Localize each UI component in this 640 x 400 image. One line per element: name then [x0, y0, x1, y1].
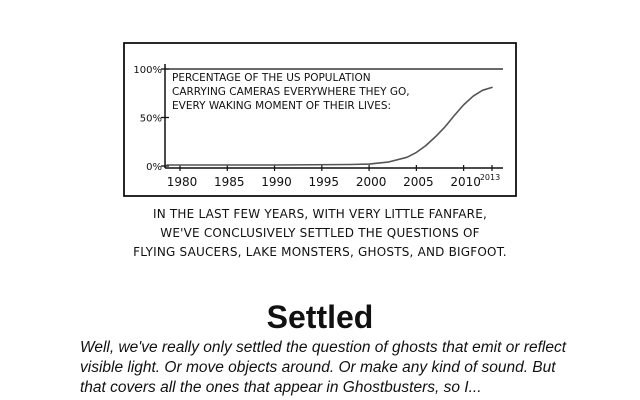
comic-caption: IN THE LAST FEW YEARS, WITH VERY LITTLE … — [120, 205, 520, 262]
y-tick-label: 0% — [146, 162, 162, 173]
x-tick-label: 2000 — [356, 175, 387, 189]
caption-line: FLYING SAUCERS, LAKE MONSTERS, GHOSTS, A… — [133, 245, 507, 259]
x-tick-label: 2013 — [480, 173, 500, 182]
x-tick-label: 2010 — [450, 175, 481, 189]
y-tick-label: 50% — [140, 114, 162, 125]
x-tick-label: 1995 — [309, 175, 340, 189]
x-tick-label: 1985 — [214, 175, 245, 189]
series-line — [166, 86, 493, 166]
camera-ownership-chart: 0% 50% 100% 1980 1985 1990 1995 2000 2005 2010201… — [123, 42, 517, 197]
caption-line: IN THE LAST FEW YEARS, WITH VERY LITTLE … — [152, 207, 488, 221]
x-tick-label: 1980 — [167, 175, 198, 189]
x-tick-label: 2005 — [403, 175, 434, 189]
panel-border — [123, 42, 517, 197]
chart-title-line: CARRYING CAMERAS EVERYWHERE THEY GO, — [172, 86, 410, 98]
y-tick-label: 100% — [133, 65, 162, 76]
alt-text: Well, we've really only settled the ques… — [80, 339, 566, 396]
chart-title-line: EVERY WAKING MOMENT OF THEIR LIVES: — [172, 100, 391, 112]
comic-title: Settled — [266, 299, 374, 335]
comic-panel: 0% 50% 100% 1980 1985 1990 1995 2000 2005 2010 201… — [120, 42, 520, 262]
x-tick-label: 1990 — [261, 175, 292, 189]
caption-line: WE'VE CONCLUSIVELY SETTLED THE QUESTIONS… — [160, 226, 480, 240]
chart-title-line: PERCENTAGE OF THE US POPULATION — [172, 72, 371, 84]
